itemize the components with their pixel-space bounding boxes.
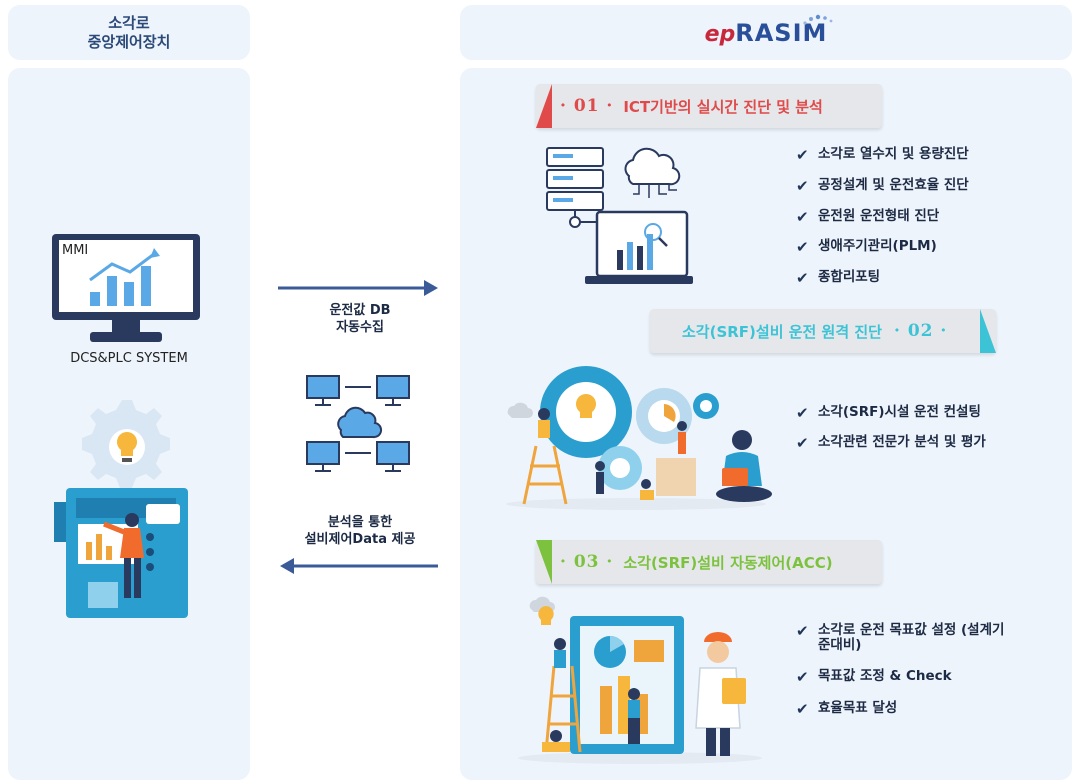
automation-illustration (518, 596, 762, 764)
section3-item: ✔ 소각로 운전 목표값 설정 (설계기준대비) (796, 622, 1005, 653)
section2-title: 소각(SRF)설비 운전 원격 진단 (682, 322, 882, 341)
top-arrow-line1: 운전값 DB (329, 303, 391, 318)
bottom-arrow-line2: 설비제어Data 제공 (304, 532, 416, 547)
section3-banner: · 03 · 소각(SRF)설비 자동제어(ACC) (536, 540, 882, 584)
check-icon: ✔ (796, 208, 809, 226)
section2-item: ✔ 소각(SRF)시설 운전 컨설팅 (796, 404, 981, 422)
check-icon: ✔ (796, 700, 809, 718)
section1-checklist: ✔ 소각로 열수지 및 용량진단 ✔ 공정설계 및 운전효율 진단 ✔ 운전원 운전형… (796, 146, 969, 293)
section1-item: ✔ 종합리포팅 (796, 269, 881, 287)
logo-dots-icon (802, 14, 832, 25)
section3-tab-icon (536, 540, 552, 584)
right-header: epRASIM (460, 5, 1072, 60)
section2-number: · 02 · (893, 321, 948, 341)
mmi-label: MMI (62, 243, 89, 258)
section2-item: ✔ 소각관련 전문가 분석 및 평가 (796, 434, 986, 452)
left-header-line2: 중앙제어장치 (87, 32, 171, 51)
section1-item: ✔ 공정설계 및 운전효율 진단 (796, 177, 969, 195)
top-arrow-line2: 자동수집 (336, 320, 384, 335)
section1-item: ✔ 운전원 운전형태 진단 (796, 208, 940, 226)
server-cloud-laptop-illustration (546, 147, 693, 284)
control-panel-illustration (54, 400, 188, 618)
section3-number: · 03 · (560, 552, 614, 572)
network-cloud-icon (306, 375, 410, 472)
system-label: DCS&PLC SYSTEM (70, 351, 188, 366)
bottom-arrow-line1: 분석을 통한 (327, 515, 393, 530)
monitor-icon (52, 234, 200, 342)
arrow-left-icon (280, 558, 438, 574)
section3-title: 소각(SRF)설비 자동제어(ACC) (623, 553, 833, 572)
logo-main: RASIM (735, 18, 828, 47)
arrow-right-icon (278, 280, 438, 296)
section2-checklist: ✔ 소각(SRF)시설 운전 컨설팅 ✔ 소각관련 전문가 분석 및 평가 (796, 404, 986, 458)
section2-tab-icon (980, 309, 996, 353)
section1-banner: · 01 · ICT기반의 실시간 진단 및 분석 (536, 84, 882, 128)
section3-checklist: ✔ 소각로 운전 목표값 설정 (설계기준대비) ✔ 목표값 조정 & Check … (796, 622, 1008, 724)
check-icon: ✔ (796, 269, 809, 287)
check-icon: ✔ (796, 177, 809, 195)
check-icon: ✔ (796, 404, 809, 422)
left-header-line1: 소각로 (108, 13, 150, 32)
section3-item: ✔ 효율목표 달성 (796, 700, 898, 718)
check-icon: ✔ (796, 146, 809, 164)
consulting-gears-illustration (506, 366, 772, 510)
section2-banner: 소각(SRF)설비 운전 원격 진단 · 02 · (650, 309, 996, 353)
check-icon: ✔ (796, 622, 809, 640)
section1-item: ✔ 생애주기관리(PLM) (796, 238, 937, 256)
top-arrow-text: 운전값 DB 자동수집 (280, 302, 440, 336)
section1-tab-icon (536, 84, 552, 128)
section1-title: ICT기반의 실시간 진단 및 분석 (623, 97, 823, 116)
check-icon: ✔ (796, 434, 809, 452)
bottom-arrow-text: 분석을 통한 설비제어Data 제공 (272, 514, 448, 548)
section1-number: · 01 · (560, 96, 614, 116)
logo-prefix: ep (704, 21, 736, 47)
check-icon: ✔ (796, 668, 809, 686)
section1-item: ✔ 소각로 열수지 및 용량진단 (796, 146, 969, 164)
section3-item: ✔ 목표값 조정 & Check (796, 668, 952, 686)
left-header: 소각로 중앙제어장치 (8, 5, 250, 60)
check-icon: ✔ (796, 238, 809, 256)
eprasim-logo: epRASIM (704, 14, 832, 47)
